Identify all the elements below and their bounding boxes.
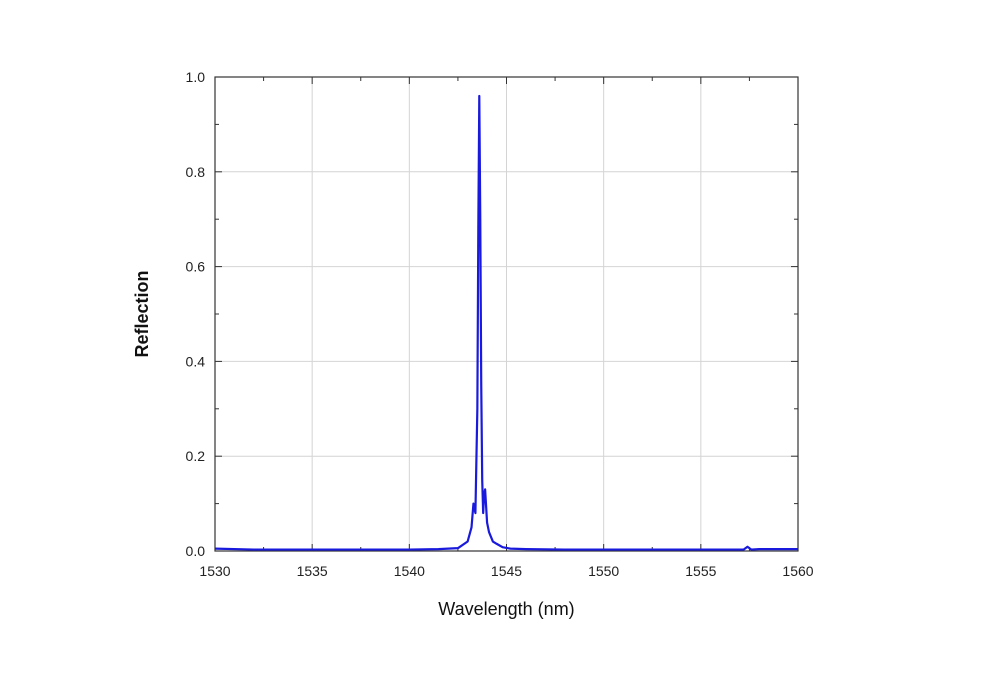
x-tick-labels: 1530 1535 1540 1545 1550 1555 1560 [199,563,813,579]
y-tick-label: 0.2 [186,448,206,464]
y-tick-label: 0.4 [186,353,206,369]
x-tick-label: 1545 [491,563,522,579]
grid-lines [214,76,799,552]
y-tick-label: 0.6 [186,259,206,275]
x-tick-label: 1550 [588,563,619,579]
y-axis-label: Reflection [132,270,152,357]
x-tick-label: 1555 [685,563,716,579]
x-tick-label: 1540 [394,563,425,579]
series-layer [214,94,798,551]
x-tick-label: 1530 [199,563,230,579]
y-tick-label: 0.8 [186,164,206,180]
x-tick-label: 1560 [782,563,813,579]
y-tick-label: 0.0 [186,543,206,559]
y-tick-labels: 0.0 0.2 0.4 0.6 0.8 1.0 [186,69,206,559]
x-axis-label: Wavelength (nm) [438,599,574,619]
x-tick-label: 1535 [297,563,328,579]
series-line [214,94,798,551]
y-tick-label: 1.0 [186,69,206,85]
